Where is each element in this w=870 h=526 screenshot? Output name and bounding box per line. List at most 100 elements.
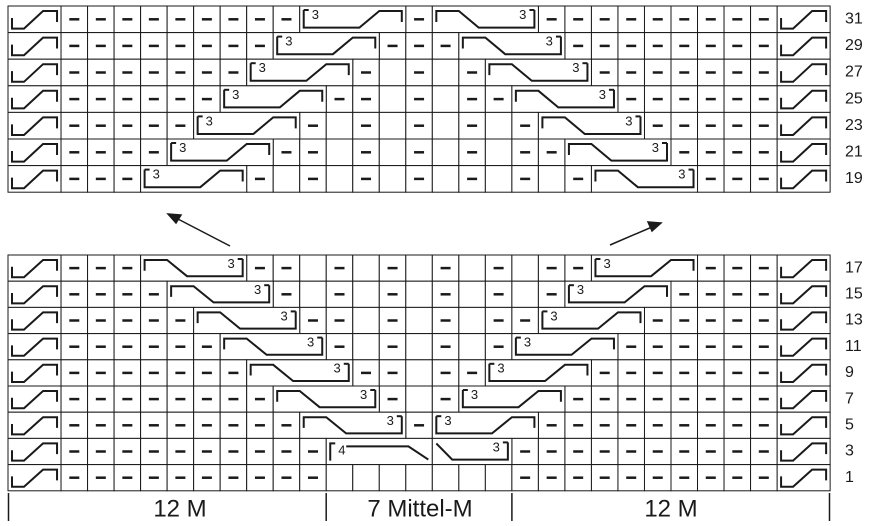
edge-stitch	[780, 259, 828, 279]
edge-stitch	[780, 442, 828, 462]
cell	[219, 464, 248, 492]
row-number: 15	[845, 286, 863, 303]
cable-line	[435, 416, 536, 435]
cell	[750, 32, 778, 60]
cell	[272, 5, 301, 34]
cable-count: 3	[678, 167, 685, 182]
cable-count: 3	[599, 87, 606, 102]
cable-count: 3	[497, 361, 504, 376]
cell	[325, 165, 354, 193]
edge-stitch	[780, 337, 828, 357]
row-number: 3	[845, 443, 854, 460]
cell	[325, 464, 354, 492]
cable-count: 3	[652, 140, 659, 155]
arrows	[166, 213, 663, 247]
cable-count: 4	[338, 442, 345, 457]
edge-stitch	[780, 468, 828, 488]
row-number: 23	[845, 117, 863, 134]
edge-stitch	[780, 285, 828, 305]
cable-line	[514, 89, 615, 109]
cable-line	[329, 442, 336, 461]
cell	[299, 254, 327, 282]
cable-count: 3	[285, 34, 292, 49]
cell	[325, 138, 354, 167]
cable-line	[488, 63, 589, 82]
cell	[272, 165, 301, 193]
cell	[697, 464, 725, 492]
cable-line	[488, 363, 589, 382]
cell	[378, 165, 407, 193]
footer	[7, 493, 831, 521]
cable-line	[302, 10, 403, 29]
edge-stitch	[780, 36, 828, 57]
cable-count: 3	[625, 113, 632, 128]
cell	[405, 359, 433, 387]
cell	[431, 58, 460, 87]
cable-line	[143, 259, 244, 278]
cell	[113, 437, 142, 466]
cell	[511, 254, 539, 282]
cell	[484, 165, 513, 193]
cable-line	[541, 116, 642, 135]
cable-count: 3	[227, 256, 234, 271]
cell	[458, 254, 486, 282]
cable-line	[567, 285, 668, 304]
arrow-left	[175, 217, 231, 247]
cable-count: 3	[232, 87, 239, 102]
edge-stitch	[780, 10, 828, 30]
cell	[537, 165, 566, 193]
edge-stitch	[11, 89, 59, 110]
cell	[193, 411, 221, 439]
edge-stitch	[780, 89, 828, 110]
cell	[378, 464, 407, 492]
cable-line	[143, 169, 244, 189]
cable-count: 3	[603, 256, 610, 271]
cell	[405, 254, 433, 282]
cell	[352, 306, 380, 335]
edge-stitch	[11, 63, 59, 83]
edge-stitch	[780, 416, 828, 436]
cable-line	[594, 259, 695, 278]
row-number: 7	[845, 390, 854, 407]
edge-stitch	[11, 259, 59, 279]
cell	[378, 58, 407, 87]
cell	[325, 111, 354, 140]
edge-stitch	[11, 143, 59, 163]
cell	[405, 385, 433, 413]
cable-count: 3	[360, 387, 367, 402]
cable-line	[461, 36, 562, 56]
cable-count: 3	[444, 413, 451, 428]
row-number: 21	[845, 144, 863, 161]
cable-count: 3	[280, 308, 287, 323]
cell	[352, 464, 380, 492]
cable-line	[223, 89, 324, 109]
cable-line	[170, 143, 271, 162]
cell	[458, 306, 486, 335]
cable-count: 3	[524, 334, 531, 349]
cell	[458, 464, 486, 492]
edge-stitch	[11, 36, 59, 57]
edge-stitch	[11, 468, 59, 488]
cell	[511, 280, 539, 308]
cable-line	[435, 442, 509, 461]
edge-stitch	[780, 390, 828, 410]
cable-line	[276, 36, 377, 56]
cell	[484, 138, 513, 167]
edge-stitch	[11, 416, 59, 436]
cell	[352, 254, 380, 282]
cell	[378, 85, 407, 113]
edge-stitch	[11, 363, 59, 383]
cable-count: 3	[334, 361, 341, 376]
cell	[458, 280, 486, 308]
edge-stitch	[11, 116, 59, 136]
cell	[405, 306, 433, 335]
cell	[299, 280, 327, 308]
cable-count: 3	[471, 387, 478, 402]
row-number: 27	[845, 64, 863, 81]
cable-line	[594, 169, 695, 189]
cable-line	[170, 285, 271, 304]
cell	[431, 85, 460, 113]
cell	[352, 333, 380, 361]
cable-line	[249, 63, 350, 82]
